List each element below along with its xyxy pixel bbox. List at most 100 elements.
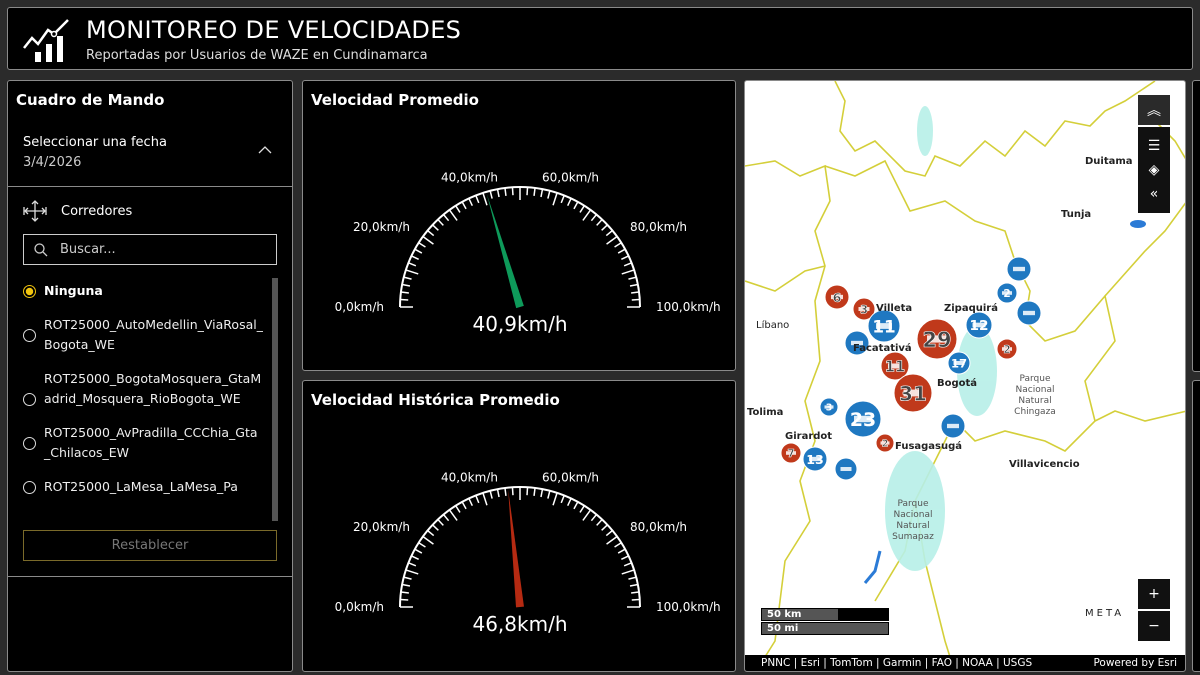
scrollbar[interactable]	[272, 278, 278, 521]
road-closed-icon	[858, 307, 870, 311]
gauge-arc	[399, 186, 641, 308]
gauge-tick	[427, 229, 435, 237]
panel-title: Cuadro de Mando	[16, 91, 165, 109]
radio[interactable]	[23, 481, 36, 494]
date-selector[interactable]: Seleccionar una fecha 3/4/2026	[8, 121, 292, 187]
gauge-tick	[540, 488, 544, 498]
gauge-tick	[401, 283, 411, 287]
place-label-villavicencio: Villavicencio	[1009, 459, 1080, 470]
road-closed-icon	[880, 441, 890, 445]
zoom-out-button[interactable]: −	[1138, 611, 1170, 641]
place-label-villeta: Villeta	[876, 303, 912, 314]
chevron-up-icon[interactable]	[258, 143, 272, 157]
gauge-tick-label: 20,0km/h	[353, 220, 410, 234]
gauge-tick-label: 40,0km/h	[441, 471, 498, 485]
cluster-count: 12	[970, 318, 989, 334]
gauge-chart: 0,0km/h 20,0km/h 40,0km/h 60,0km/h 80,0km/h 1…	[335, 171, 721, 336]
gauge-tick	[526, 187, 529, 196]
gauge-tick-label: 0,0km/h	[335, 300, 384, 314]
cluster-count: 31	[899, 382, 927, 406]
gauge-tick	[475, 495, 480, 504]
attribution-text[interactable]: PNNC | Esri | TomTom | Garmin | FAO | NO…	[761, 657, 1033, 669]
gauge-tick	[582, 509, 592, 521]
layers-icon[interactable]: ◈	[1148, 162, 1160, 178]
gauge-tick	[496, 488, 500, 498]
attribution-bar: PNNC | Esri | TomTom | Garmin | FAO | NO…	[745, 655, 1185, 671]
gauge-tick	[403, 276, 412, 280]
road-closed-icon	[831, 294, 843, 300]
radio[interactable]	[23, 437, 36, 450]
gauge-tick	[422, 535, 434, 545]
chevrons-left-icon[interactable]: «	[1149, 186, 1159, 202]
corridor-option[interactable]: ROT25000_AutoMedellin_ViaRosal_Bogota_WE	[23, 315, 263, 355]
gauge-tick	[579, 505, 585, 513]
gauge-tick	[567, 198, 572, 206]
gauge-tick	[427, 529, 435, 537]
gauge-tick	[496, 188, 500, 198]
gauge-tick	[605, 529, 613, 537]
car-accident-icon	[953, 361, 965, 365]
legend-list-icon[interactable]: ☰	[1147, 138, 1161, 154]
gauge-tick	[461, 501, 467, 510]
cluster-count: 23	[850, 409, 876, 431]
radio-selected[interactable]	[23, 285, 36, 298]
gauge-tick	[601, 524, 608, 531]
corridor-option[interactable]: Ninguna	[23, 281, 263, 301]
gauge-tick	[489, 490, 493, 499]
gauge-tick	[533, 187, 536, 196]
gauge-tick	[482, 492, 488, 506]
gauge-tick	[560, 495, 565, 504]
gauge-tick	[631, 598, 640, 601]
parks	[885, 106, 997, 571]
place-label-meta: META	[1085, 608, 1124, 619]
radio[interactable]	[23, 329, 36, 342]
gauge-tick	[408, 562, 417, 567]
gauge-tick	[629, 283, 639, 287]
gauge-tick	[606, 235, 618, 245]
gauge-tick	[468, 198, 473, 206]
place-label-fusagasuga: Fusagasugá	[895, 440, 962, 452]
gauge-tick	[489, 190, 493, 199]
reset-button[interactable]: Restablecer	[23, 530, 277, 561]
gauge-tick	[400, 598, 409, 601]
map-view[interactable]: 6 3 11 12 29 17 11 31 23 2 3 13 7 2 2 Duitama Tunja Zi…	[744, 80, 1186, 672]
zoom-in-button[interactable]: +	[1138, 579, 1170, 609]
powered-by-link[interactable]: Powered by Esri	[1093, 657, 1177, 669]
park-labels: ParqueNacionalNaturalChingazaParqueNacio…	[892, 374, 1056, 542]
gauge-tick	[623, 562, 632, 567]
scale-bar: 50 km 50 mi	[761, 608, 889, 635]
place-label-tolima: Tolima	[747, 407, 783, 418]
car-accident-icon	[824, 405, 834, 409]
search-input[interactable]: Buscar...	[23, 234, 277, 265]
park-label: Chingaza	[1014, 407, 1056, 417]
gauge-tick-label: 0,0km/h	[335, 600, 384, 614]
gauge-tick-label: 100,0km/h	[656, 300, 721, 314]
date-label: Seleccionar una fecha	[23, 135, 167, 150]
gauge-tick-label: 20,0km/h	[353, 520, 410, 534]
cluster-count: 2	[1003, 344, 1010, 356]
gauge-tick	[411, 555, 419, 560]
collapse-up-button[interactable]: ︽	[1138, 95, 1170, 125]
car-accident-icon	[1002, 291, 1012, 295]
gauge-tick	[547, 490, 551, 499]
place-label-girardot: Girardot	[785, 431, 832, 442]
corridor-option[interactable]: ROT25000_BogotaMosquera_GtaMadrid_Mosque…	[23, 369, 263, 409]
gauge-tick	[628, 576, 637, 580]
car-accident-icon	[851, 340, 863, 346]
gauge-tick	[614, 542, 622, 548]
car-accident-icon	[809, 456, 821, 462]
gauge-tick	[437, 219, 444, 226]
option-label: ROT25000_AutoMedellin_ViaRosal_Bogota_WE	[44, 317, 263, 352]
road-closed-icon	[1002, 347, 1012, 351]
corridor-option[interactable]: ROT25000_AvPradilla_CCChia_Gta_Chilacos_…	[23, 423, 263, 463]
corridor-option[interactable]: ROT25000_LaMesa_LaMesa_Pa	[23, 477, 263, 497]
cluster-count: 11	[872, 316, 895, 336]
radio[interactable]	[23, 393, 36, 406]
cluster-count: 11	[885, 359, 905, 376]
gauge-tick	[504, 487, 507, 496]
gauge-tick	[631, 591, 640, 594]
gauge-tick	[533, 487, 536, 496]
gauge-tick	[547, 190, 551, 199]
